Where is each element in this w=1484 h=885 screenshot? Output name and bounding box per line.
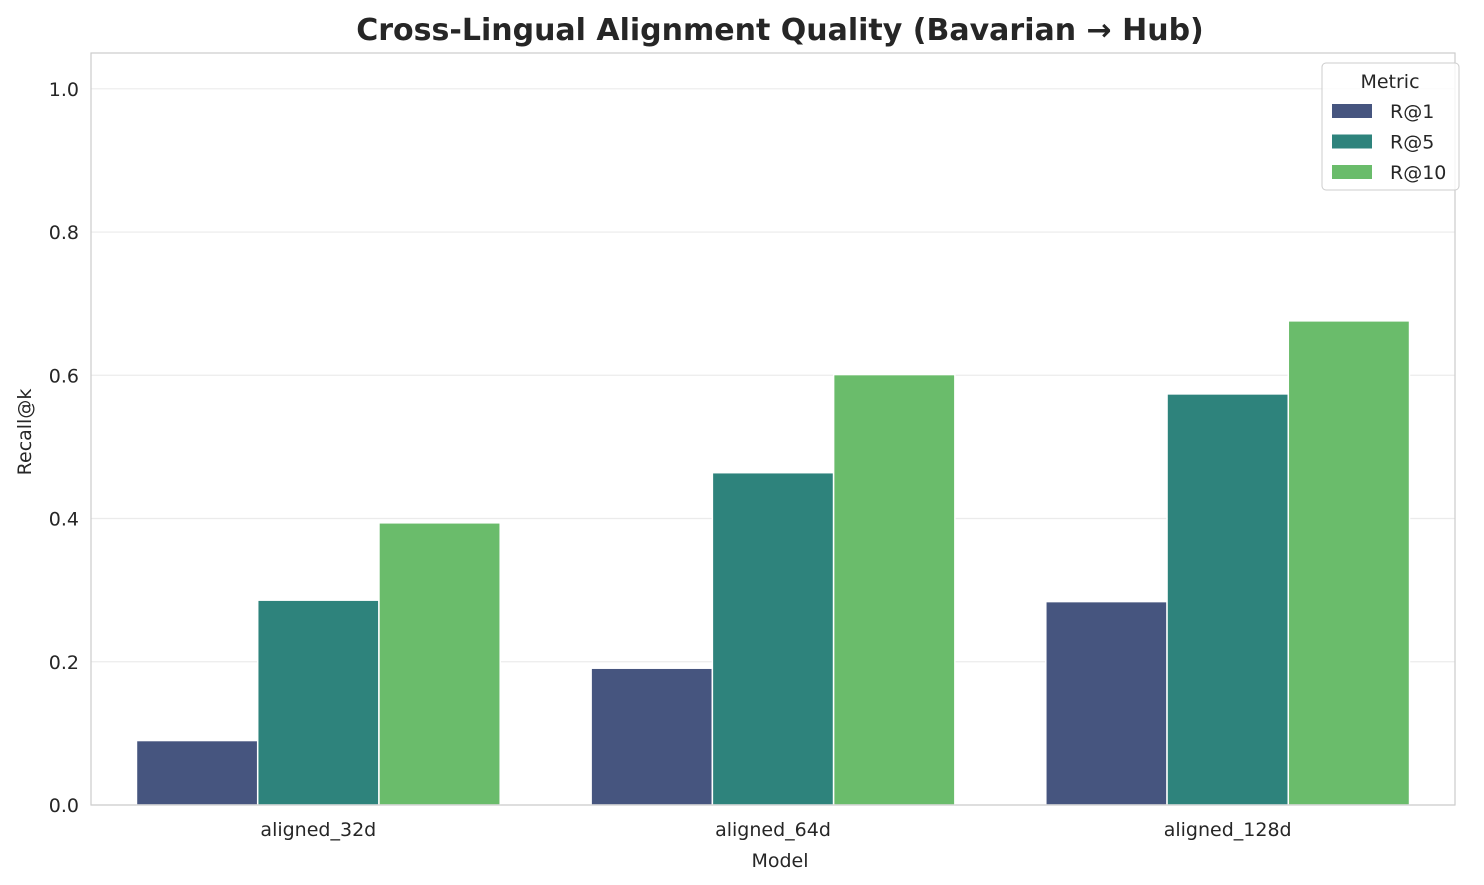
legend-label: R@10 bbox=[1390, 162, 1446, 184]
x-axis-ticks: aligned_32d aligned_64d aligned_128d bbox=[260, 819, 1291, 841]
legend: Metric R@1 R@5 R@10 bbox=[1321, 62, 1460, 191]
bar-r-at-10-aligned_32d bbox=[378, 522, 501, 806]
bar-r-at-1-aligned_32d bbox=[135, 739, 259, 806]
x-tick-label: aligned_32d bbox=[260, 819, 376, 841]
legend-swatch bbox=[1332, 134, 1372, 149]
x-axis-label: Model bbox=[751, 850, 808, 872]
legend-swatch bbox=[1332, 165, 1372, 179]
bar-r-at-5-aligned_128d bbox=[1166, 393, 1290, 806]
y-tick-label: 1.0 bbox=[49, 79, 79, 101]
chart-title: Cross-Lingual Alignment Quality (Bavaria… bbox=[356, 13, 1204, 48]
y-tick-label: 0.2 bbox=[49, 652, 79, 674]
y-tick-label: 0.8 bbox=[49, 222, 79, 244]
bar-r-at-1-aligned_64d bbox=[590, 667, 714, 806]
bar-r-at-10-aligned_128d bbox=[1287, 320, 1411, 806]
bars bbox=[135, 320, 1411, 806]
legend-title: Metric bbox=[1360, 71, 1419, 93]
legend-label: R@1 bbox=[1390, 101, 1434, 123]
x-tick-label: aligned_128d bbox=[1164, 819, 1292, 841]
bar-r-at-5-aligned_32d bbox=[256, 599, 380, 806]
bar-r-at-5-aligned_64d bbox=[711, 471, 835, 806]
bar-r-at-10-aligned_64d bbox=[832, 373, 956, 806]
y-axis-label: Recall@k bbox=[14, 389, 36, 476]
y-tick-label: 0.4 bbox=[49, 509, 79, 531]
x-tick-label: aligned_64d bbox=[715, 819, 831, 841]
legend-label: R@5 bbox=[1390, 132, 1434, 154]
plot-frame bbox=[90, 52, 1456, 806]
bar-r-at-1-aligned_128d bbox=[1045, 600, 1168, 806]
legend-box bbox=[1321, 62, 1460, 191]
legend-swatch bbox=[1332, 104, 1372, 118]
y-axis-ticks: 0.0 0.2 0.4 0.6 0.8 1.0 bbox=[49, 79, 79, 817]
y-tick-label: 0.6 bbox=[49, 365, 79, 387]
y-tick-label: 0.0 bbox=[49, 795, 79, 817]
